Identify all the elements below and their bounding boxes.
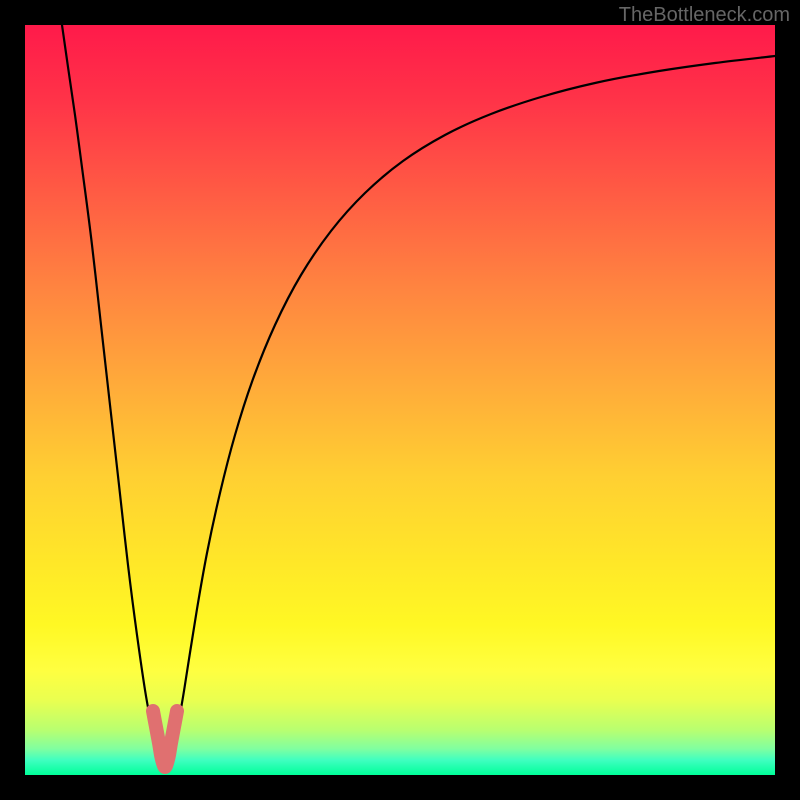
bottleneck-chart <box>25 25 775 775</box>
watermark-text: TheBottleneck.com <box>619 4 790 27</box>
chart-background <box>25 25 775 775</box>
chart-svg <box>25 25 775 775</box>
